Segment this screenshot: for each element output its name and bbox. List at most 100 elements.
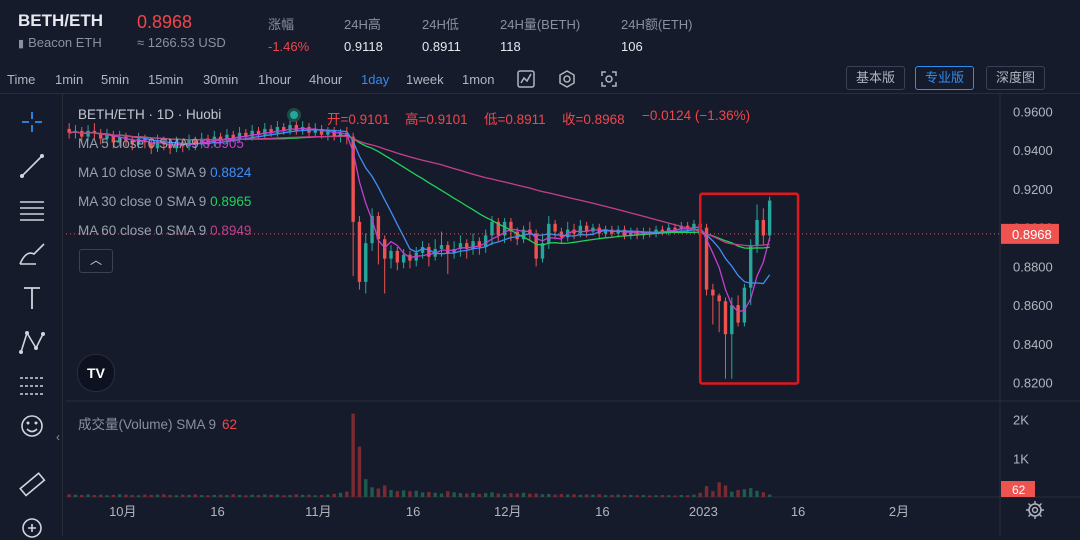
tf-15min[interactable]: 15min (148, 72, 184, 87)
ma10-legend: MA 10 close 0 SMA 9 0.8824 (78, 165, 251, 180)
tf-1day[interactable]: 1day (361, 72, 390, 87)
candle-body (730, 305, 734, 335)
basic-version-button[interactable]: 基本版 (846, 66, 906, 90)
volume-tick-label: 2K (1013, 413, 1029, 428)
candle-body (275, 126, 280, 133)
tf-5min[interactable]: 5min (101, 72, 130, 87)
candle-body (553, 223, 557, 232)
trend-line-icon[interactable] (16, 152, 48, 180)
volume-bar (307, 494, 311, 497)
last-price: 0.8968 (137, 12, 193, 32)
horizontal-lines-icon[interactable] (16, 196, 48, 224)
volume-bar (282, 495, 286, 497)
volume-bar (452, 492, 456, 497)
ohlc-change: −0.0124 (−1.36%) (642, 108, 751, 123)
screenshot-icon[interactable] (599, 69, 619, 89)
tf-1week[interactable]: 1week (406, 72, 444, 87)
tf-30min[interactable]: 30min (203, 72, 239, 87)
volume-bar (566, 494, 570, 497)
tradingview-logo[interactable]: TV (77, 354, 115, 392)
candle-body (717, 295, 721, 302)
volume-bar (263, 494, 267, 497)
crosshair-icon[interactable] (16, 108, 48, 136)
volume-bar (730, 491, 734, 497)
stat-high-value: 0.9118 (344, 39, 383, 54)
volume-bar (275, 494, 280, 497)
volume-bar (755, 490, 759, 497)
chart-settings-icon[interactable] (1025, 500, 1045, 520)
volume-bar (136, 495, 141, 497)
candle-body (654, 229, 658, 234)
candle-body (376, 216, 381, 240)
volume-bar (439, 493, 444, 497)
candle-body (111, 134, 116, 143)
tf-1min[interactable]: 1min (55, 72, 84, 87)
price-tick-label: 0.8200 (1013, 376, 1053, 391)
volume-bar (225, 495, 229, 497)
ohlc-low: 低=0.8911 (484, 112, 546, 127)
time-tick-label: 2023 (689, 504, 718, 519)
stat-high: 24H高 0.9118 (344, 14, 383, 54)
tf-4hour[interactable]: 4hour (309, 72, 343, 87)
volume-bar (332, 493, 336, 497)
volume-bar (382, 485, 387, 497)
candle-body (218, 136, 223, 141)
candle-body (534, 233, 538, 259)
candle-body (364, 243, 368, 282)
volume-bar (237, 494, 242, 497)
volume-bar (521, 492, 526, 497)
candle-body (540, 243, 545, 259)
ruler-icon[interactable] (16, 470, 48, 498)
volume-bar (105, 495, 109, 497)
symbol-title[interactable]: BETH/ETH (18, 11, 103, 30)
emoji-icon[interactable] (16, 412, 48, 440)
volume-bar (578, 494, 583, 497)
text-tool-icon[interactable] (16, 284, 48, 312)
stat-low-value: 0.8911 (422, 39, 461, 54)
tf-1hour[interactable]: 1hour (258, 72, 292, 87)
candle-body (490, 221, 494, 236)
candle-body (86, 130, 90, 137)
settings-hex-icon[interactable] (557, 69, 577, 89)
asset-subtitle: ▮ Beacon ETH (18, 35, 102, 50)
candle-body (439, 245, 444, 249)
volume-bar (616, 494, 620, 497)
candle-body (130, 140, 134, 145)
fib-icon[interactable] (16, 372, 48, 400)
volume-bar (477, 493, 482, 497)
ma5-line (69, 127, 771, 313)
brush-icon[interactable] (16, 240, 48, 268)
ma10-value: 0.8824 (210, 165, 252, 180)
volume-bar (767, 494, 772, 497)
volume-bar (370, 487, 374, 497)
tf-1mon[interactable]: 1mon (462, 72, 495, 87)
ma30-label: MA 30 close 0 SMA 9 (78, 194, 207, 209)
collapse-toolbar-icon[interactable]: ‹ (56, 430, 60, 444)
volume-bar (401, 490, 406, 497)
highlight-box[interactable] (698, 192, 800, 385)
depth-chart-button[interactable]: 深度图 (986, 66, 1046, 90)
indicator-icon[interactable] (516, 69, 536, 89)
time-tick-label: 2月 (889, 504, 909, 519)
pattern-icon[interactable] (16, 328, 48, 356)
volume-bar (408, 491, 412, 497)
volume-bar (395, 491, 400, 497)
candle-body (483, 235, 488, 248)
pro-version-button[interactable]: 专业版 (915, 66, 975, 90)
volume-bar (357, 446, 362, 497)
collapse-legend-button[interactable]: ︿ (79, 249, 113, 273)
current-price-label: 0.8968 (1012, 227, 1052, 242)
volume-bar (553, 494, 557, 497)
volume-bar (199, 495, 204, 497)
ma10-label: MA 10 close 0 SMA 9 (78, 165, 207, 180)
tf-time[interactable]: Time (7, 72, 36, 87)
ma30-legend: MA 30 close 0 SMA 9 0.8965 (78, 194, 251, 209)
candle-body (420, 247, 425, 253)
time-tick-label: 10月 (109, 504, 136, 519)
candle-body (711, 289, 715, 296)
candle-body (67, 128, 71, 133)
volume-bar (124, 494, 128, 497)
volume-bar (168, 495, 172, 497)
candle-body (427, 247, 431, 257)
